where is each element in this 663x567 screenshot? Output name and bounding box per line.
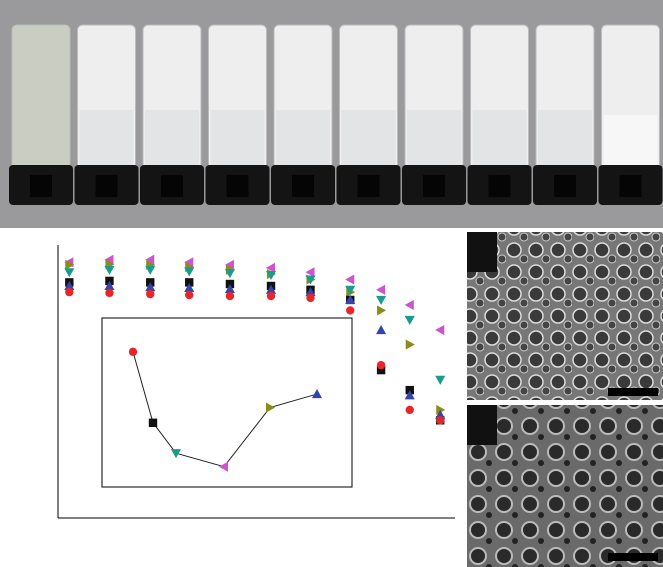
vials: [9, 24, 663, 205]
vial-label: [30, 175, 52, 197]
data-point: [404, 390, 415, 400]
data-point: [225, 279, 235, 289]
sem-image: [467, 232, 663, 400]
data-point: [104, 265, 115, 275]
data-point: [345, 294, 356, 304]
data-point: [265, 270, 277, 281]
data-point: [65, 259, 75, 270]
data-point: [146, 289, 155, 299]
data-point: [224, 269, 235, 279]
data-point: [436, 404, 446, 415]
data-point: [148, 418, 158, 427]
data-point: [435, 324, 445, 336]
data-point: [265, 402, 276, 413]
data-point: [376, 365, 386, 375]
data-point: [185, 290, 194, 300]
vial-liquid: [407, 110, 461, 165]
data-point: [305, 267, 315, 278]
data-point: [224, 259, 234, 270]
data-point: [65, 287, 74, 297]
data-point: [405, 405, 414, 415]
data-point: [305, 275, 316, 285]
vial-liquid: [210, 110, 265, 165]
vial-label: [161, 175, 183, 197]
data-point: [104, 280, 115, 291]
data-point: [64, 280, 75, 291]
vial-liquid: [538, 110, 592, 165]
vial-liquid: [276, 110, 330, 165]
vial-label: [488, 175, 511, 197]
vial-liquid: [603, 115, 658, 170]
data-point: [404, 315, 415, 325]
scale-bar: [608, 388, 658, 396]
data-point: [376, 295, 387, 305]
data-point: [305, 287, 316, 297]
data-point: [225, 291, 235, 301]
vial-label: [619, 175, 642, 197]
data-point: [377, 305, 387, 316]
data-point: [105, 288, 114, 298]
vial-liquid: [79, 110, 134, 165]
data-point: [64, 268, 75, 278]
data-point: [404, 299, 414, 311]
data-point: [265, 262, 276, 273]
data-point: [145, 282, 156, 292]
data-point: [184, 267, 195, 277]
label-box: [467, 232, 497, 272]
label-box: [467, 405, 497, 445]
vial-liquid: [472, 110, 527, 165]
data-point: [346, 306, 355, 315]
data-point: [435, 409, 446, 419]
vial-glass: [11, 24, 71, 171]
data-point: [306, 293, 315, 303]
data-point: [311, 389, 323, 399]
vial-label: [357, 175, 380, 197]
data-point: [184, 282, 195, 293]
data-point: [405, 385, 414, 395]
vial-label: [292, 175, 314, 197]
data-point: [435, 375, 446, 385]
data-point: [145, 265, 156, 275]
vial-liquid: [145, 110, 199, 165]
data-point: [105, 276, 114, 286]
inset-frame: [101, 317, 353, 488]
data-point: [345, 285, 356, 295]
vial-liquid: [341, 110, 396, 165]
vial-label: [226, 175, 249, 197]
data-point: [376, 324, 387, 335]
data-point: [170, 449, 182, 459]
line: [132, 351, 318, 468]
data-point: [218, 461, 229, 472]
sem-image: [467, 405, 663, 567]
data-point: [128, 347, 138, 356]
data-point: [345, 274, 355, 285]
data-point: [104, 254, 114, 265]
data-point: [376, 360, 386, 370]
data-point: [184, 257, 194, 268]
data-point: [405, 339, 415, 350]
scale-bar: [608, 553, 658, 561]
data-point: [145, 254, 155, 265]
data-point: [436, 416, 445, 425]
data-point: [224, 284, 235, 294]
data-point: [266, 291, 276, 301]
vial-label: [95, 175, 118, 197]
vial-label: [423, 175, 445, 197]
vial-label: [554, 175, 576, 197]
data-point: [376, 284, 386, 295]
data-point: [265, 284, 277, 294]
data-point: [185, 278, 194, 287]
